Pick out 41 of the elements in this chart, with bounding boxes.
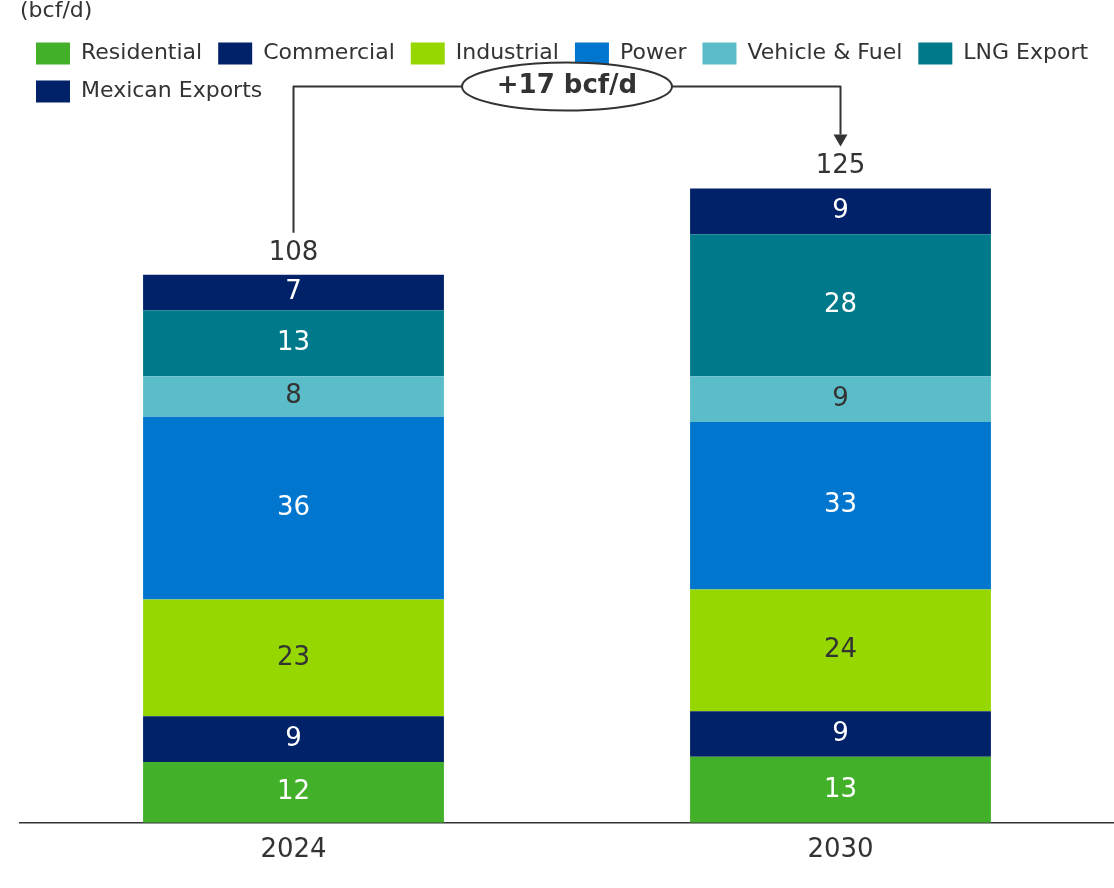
x-tick-label: 2030 [807, 833, 874, 864]
data-label: 9 [285, 721, 302, 752]
bar [690, 234, 991, 377]
legend-label: Commercial [263, 39, 395, 65]
legend-label: LNG Export [963, 39, 1089, 65]
data-label: 7 [285, 275, 302, 306]
data-label: 12 [276, 775, 311, 806]
legend-title: (bcf/d) [20, 0, 93, 22]
bar [143, 274, 444, 311]
legend-label: Vehicle & Fuel [747, 39, 903, 65]
data-label: 28 [823, 287, 858, 318]
legend-label: Mexican Exports [81, 77, 263, 103]
total-label: 108 [268, 235, 319, 266]
data-label: 24 [823, 633, 858, 664]
data-label: 8 [285, 379, 302, 410]
data-label: 9 [832, 716, 849, 747]
bar [690, 589, 991, 712]
data-label: 23 [276, 640, 311, 671]
text: +17 bcf/d [496, 69, 638, 100]
data-label: 13 [823, 772, 858, 803]
bar [143, 310, 444, 377]
x-tick-label: 2024 [260, 833, 327, 864]
data-label: 13 [276, 326, 311, 357]
legend-label: Industrial [455, 39, 559, 65]
bar [143, 376, 444, 417]
data-label: 9 [832, 194, 849, 225]
bar [690, 421, 991, 590]
data-label: 9 [832, 381, 849, 412]
bar [690, 756, 991, 823]
bar [690, 376, 991, 422]
legend-label: Residential [81, 39, 203, 65]
total-label: 125 [815, 149, 866, 180]
bar [143, 599, 444, 717]
bar [143, 416, 444, 600]
bar [143, 716, 444, 762]
bar [690, 711, 991, 757]
data-label: 36 [276, 490, 311, 521]
bar [690, 188, 991, 235]
data-label: 33 [823, 488, 858, 519]
bar [143, 761, 444, 823]
legend-label: Power [619, 39, 688, 65]
